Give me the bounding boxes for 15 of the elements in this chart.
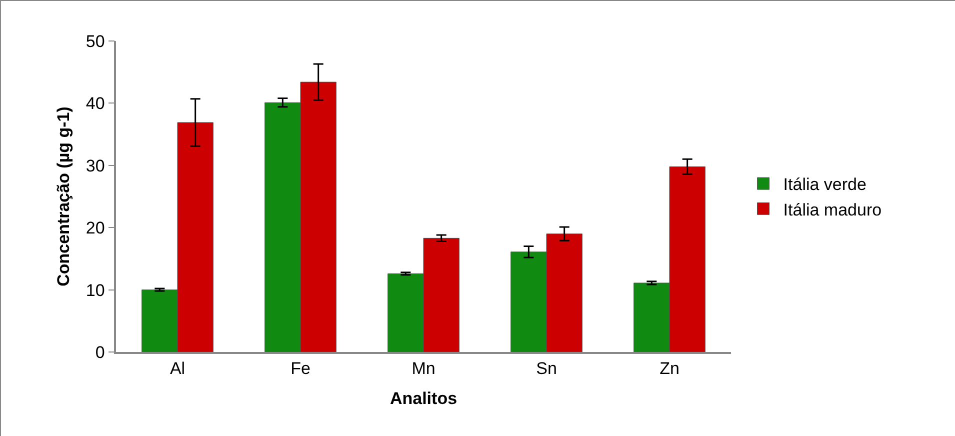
y-tick-label: 20	[86, 218, 105, 238]
legend-label: Itália maduro	[783, 200, 882, 220]
legend-label: Itália verde	[783, 175, 866, 194]
x-tick-label: Sn	[536, 359, 557, 378]
y-tick-label: 10	[86, 280, 105, 300]
y-tick-label: 50	[86, 32, 105, 51]
x-tick-label: Fe	[290, 359, 310, 378]
y-axis-title: Concentração (µg g-1)	[54, 106, 73, 286]
x-tick-label: Zn	[660, 359, 680, 378]
y-tick-label: 0	[95, 342, 105, 362]
y-tick-label: 40	[86, 94, 105, 114]
x-axis-title: Analitos	[390, 389, 458, 408]
x-tick-label: Mn	[412, 359, 436, 378]
x-tick-label: Al	[170, 359, 186, 378]
y-tick-label: 30	[86, 156, 105, 176]
